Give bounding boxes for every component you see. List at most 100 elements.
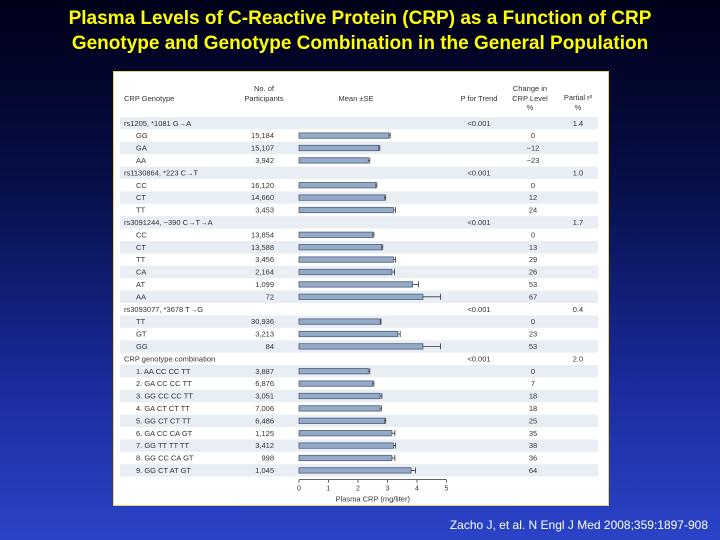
genotype-label: CA [136, 268, 146, 277]
partial-r2: 0.4 [573, 305, 583, 314]
mean-bar [298, 318, 381, 325]
citation: Zacho J, et al. N Engl J Med 2008;359:18… [449, 518, 708, 532]
participants-count: 3,887 [255, 367, 274, 376]
change-percent: 18 [529, 392, 537, 401]
header-participants-line-2: Participants [244, 94, 283, 103]
slide-title-line-2: Genotype and Genotype Combination in the… [71, 33, 649, 54]
change-percent: 23 [529, 330, 537, 339]
change-percent: 18 [529, 404, 537, 413]
change-percent: 0 [531, 367, 535, 376]
mean-bar [298, 144, 380, 152]
mean-bar [298, 380, 374, 387]
participants-count: 3,453 [255, 206, 274, 215]
p-value: <0.001 [467, 354, 490, 363]
x-tick-label: 1 [327, 486, 331, 493]
change-percent: 25 [529, 416, 537, 425]
p-value: <0.001 [467, 168, 490, 177]
genotype-label: TT [136, 255, 146, 264]
genotype-label: 6. GA CC CA GT [136, 429, 193, 438]
x-tick-label: 2 [356, 486, 360, 493]
genotype-label: TT [136, 317, 146, 326]
participants-count: 14,660 [251, 193, 274, 202]
x-tick-label: 5 [445, 486, 449, 493]
partial-r2: 1.7 [573, 218, 583, 227]
participants-count: 3,412 [255, 441, 274, 450]
change-percent: 67 [529, 292, 537, 301]
header-p-trend: P for Trend [461, 94, 498, 103]
participants-count: 3,051 [255, 392, 274, 401]
genotype-label: 3. GG CC CC TT [136, 392, 193, 401]
genotype-label: 2. GA CC CC TT [136, 379, 192, 388]
participants-count: 15,107 [251, 144, 274, 153]
mean-bar [298, 430, 393, 437]
mean-bar [298, 157, 369, 164]
genotype-label: AT [136, 280, 145, 289]
genotype-label: 8. GG CC CA GT [136, 454, 194, 463]
mean-bar [298, 467, 412, 474]
x-axis: 0 1 2 3 4 5 [297, 479, 449, 493]
x-tick-label: 4 [415, 486, 419, 493]
mean-bar [298, 343, 424, 350]
change-percent: 26 [529, 268, 537, 277]
group-label: CRP genotype combination [124, 354, 215, 363]
header-change-line-1: Change in [513, 84, 547, 93]
table-header: CRP Genotype No. of Participants Mean ±S… [124, 84, 593, 112]
x-tick-label: 3 [386, 486, 390, 493]
mean-bar [298, 442, 394, 449]
genotype-label: 5. GG CT CT TT [136, 416, 191, 425]
change-percent: −23 [527, 156, 540, 165]
mean-bar [298, 244, 382, 251]
participants-count: 7,006 [255, 404, 274, 413]
change-percent: 36 [529, 454, 537, 463]
header-change-line-2: CRP Level [512, 94, 548, 103]
change-percent: 13 [529, 243, 537, 252]
participants-count: 72 [266, 292, 274, 301]
change-percent: 0 [531, 317, 535, 326]
mean-bar [298, 293, 424, 300]
participants-count: 84 [266, 342, 274, 351]
mean-bar [298, 182, 377, 189]
participants-count: 6,876 [255, 379, 274, 388]
participants-count: 3,213 [255, 330, 274, 339]
change-percent: 53 [529, 342, 537, 351]
p-value: <0.001 [467, 119, 490, 128]
header-partial-r2: Partial r² [564, 93, 593, 102]
mean-bar [298, 417, 385, 424]
genotype-label: CC [136, 230, 147, 239]
genotype-label: GT [136, 330, 147, 339]
mean-bar [298, 392, 381, 400]
change-percent: 7 [531, 379, 535, 388]
participants-count: 1,045 [255, 466, 274, 475]
participants-count: 13,854 [251, 230, 274, 239]
x-tick-label: 0 [297, 486, 301, 493]
chart-panel: CRP Genotype No. of Participants Mean ±S… [113, 71, 609, 506]
genotype-label: CC [136, 181, 147, 190]
slide-title: Plasma Levels of C-Reactive Protein (CRP… [0, 6, 720, 56]
genotype-label: GG [136, 342, 148, 351]
genotype-label: AA [136, 292, 146, 301]
group-label: rs1205, *1081 G→A [124, 119, 191, 128]
p-value: <0.001 [467, 218, 490, 227]
genotype-label: 7. GG TT TT TT [136, 441, 189, 450]
change-percent: 38 [529, 441, 537, 450]
participants-count: 2,164 [255, 268, 274, 277]
change-percent: 0 [531, 181, 535, 190]
header-mean-se: Mean ±SE [339, 94, 374, 103]
group-label: rs3093077, *3678 T→G [124, 305, 203, 314]
header-change-unit: % [527, 103, 534, 112]
mean-bar [298, 256, 394, 263]
mean-bar [298, 231, 374, 238]
change-percent: 35 [529, 429, 537, 438]
partial-r2: 2.0 [573, 354, 583, 363]
mean-bar [298, 330, 399, 338]
row-stripe [120, 166, 598, 179]
mean-bar [298, 132, 390, 139]
header-participants-line-1: No. of [254, 84, 275, 93]
table-rows: rs1205, *1081 G→A <0.001 1.4 GG 15,184 0 GA 15,… [124, 119, 583, 475]
mean-bar [298, 405, 381, 412]
genotype-label: TT [136, 206, 146, 215]
row-stripe [120, 216, 598, 229]
slide-title-line-1: Plasma Levels of C-Reactive Protein (CRP… [68, 8, 652, 29]
change-percent: 29 [529, 255, 537, 264]
genotype-label: CT [136, 193, 146, 202]
